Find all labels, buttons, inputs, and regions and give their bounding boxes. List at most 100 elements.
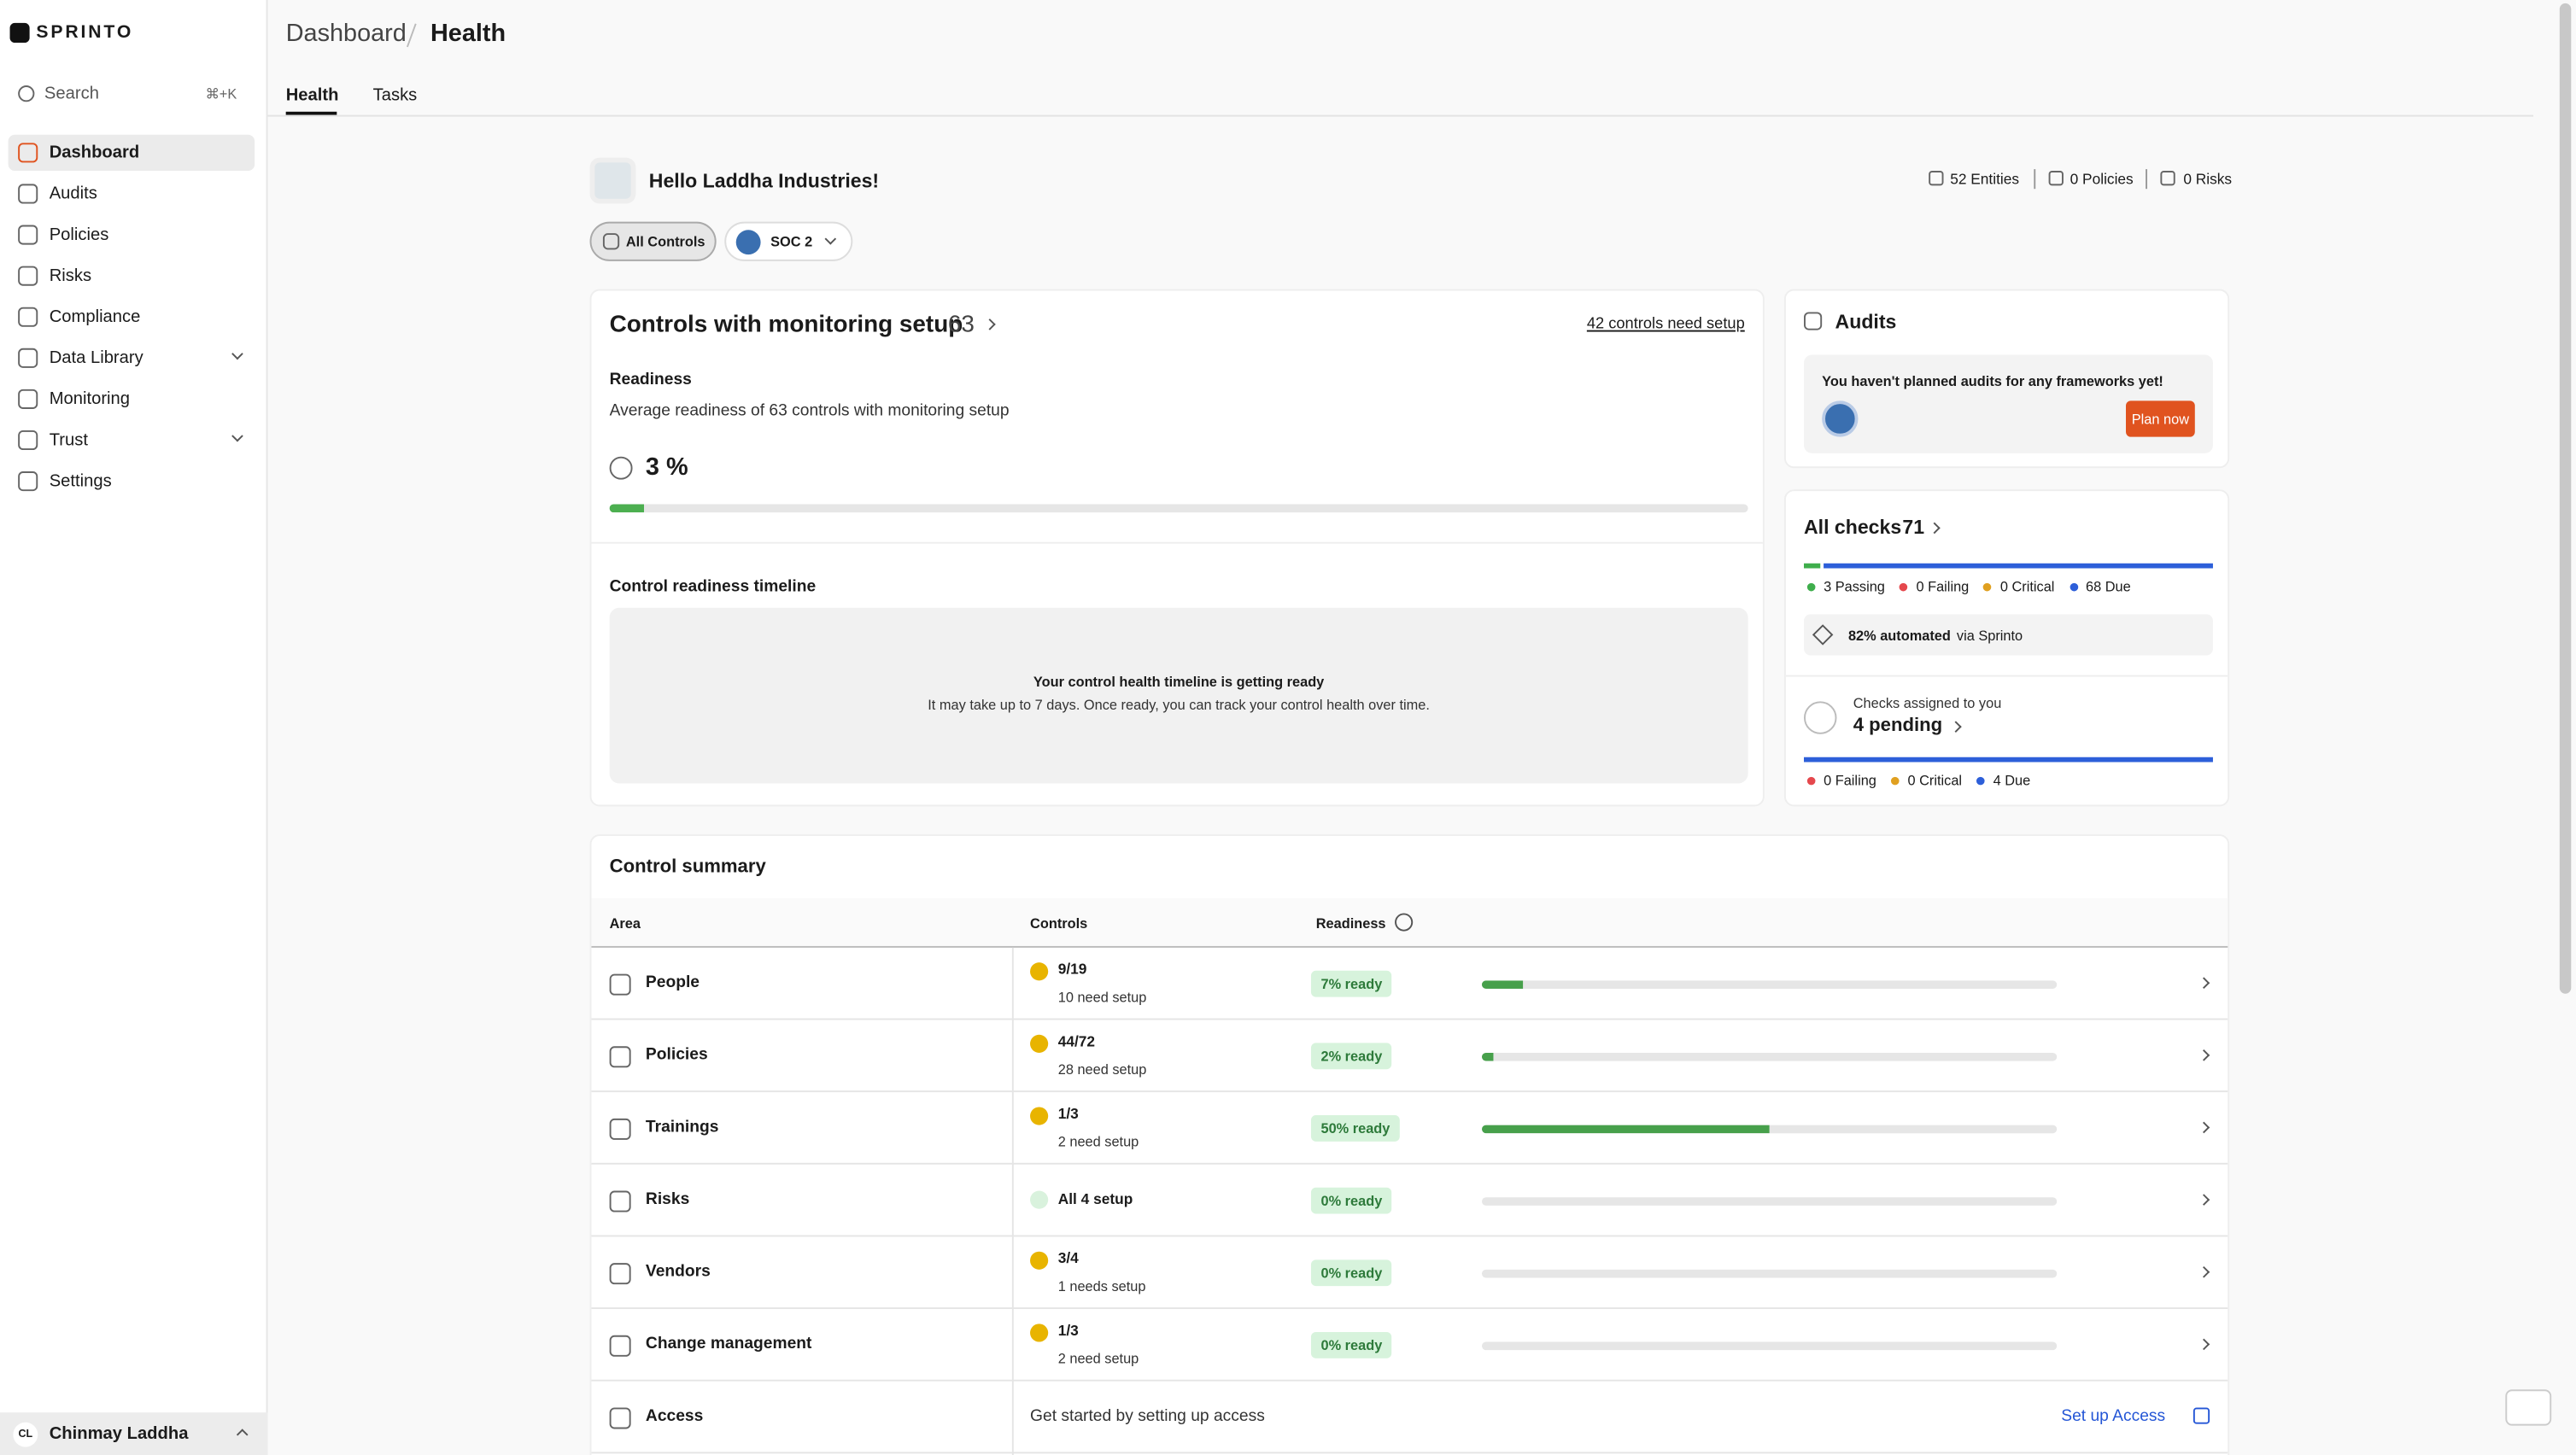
legend-dot — [1891, 776, 1900, 785]
table-row[interactable]: Policies 44/72 28 need setup 2% ready — [591, 1020, 2228, 1093]
table-row[interactable]: People 9/19 10 need setup 7% ready — [591, 948, 2228, 1020]
table-row[interactable]: Trainings 1/3 2 need setup 50% ready — [591, 1092, 2228, 1165]
setup-link[interactable]: 42 controls need setup — [1586, 315, 1745, 334]
icon — [609, 1263, 631, 1285]
timeline-box: Your control health timeline is getting … — [609, 607, 1748, 784]
audits-message: You haven't planned audits for any frame… — [1822, 372, 2163, 389]
controls-note: 28 need setup — [1057, 1061, 1147, 1078]
nav-label: Policies — [49, 225, 109, 245]
bar-segment — [1804, 757, 2213, 763]
table-row[interactable]: Risks All 4 setup 0% ready — [591, 1165, 2228, 1237]
feedback-button[interactable] — [2505, 1389, 2552, 1426]
controls: All 4 setup — [1057, 1190, 1133, 1207]
stat[interactable]: 52 Entities — [1950, 171, 2020, 188]
nav-item[interactable]: Audits — [9, 176, 255, 212]
nav-item[interactable]: Settings — [9, 463, 255, 499]
plan-button[interactable]: Plan now — [2126, 400, 2195, 437]
icon — [18, 429, 38, 451]
area-name: Risks — [645, 1190, 690, 1209]
nav-item[interactable]: Risks — [9, 258, 255, 294]
breadcrumb-current: Health — [430, 20, 506, 48]
column-header: Area — [609, 914, 641, 932]
filter-pill[interactable]: SOC 2 — [724, 221, 853, 261]
nav-label: Settings — [49, 471, 112, 492]
chevron — [2198, 1338, 2210, 1351]
filter-pill[interactable]: All Controls — [589, 221, 717, 261]
icon — [609, 1046, 631, 1068]
icon — [609, 1118, 631, 1140]
search[interactable]: Search — [44, 84, 99, 104]
card-title[interactable]: All checks — [1804, 515, 1902, 539]
nav-item[interactable]: Trust — [9, 422, 255, 458]
column-header: Readiness — [1315, 914, 1386, 932]
automated-suffix: via Sprinto — [1956, 627, 2023, 645]
legend-label: 3 Passing — [1824, 578, 1885, 595]
legend-label: 0 Critical — [1999, 578, 2055, 595]
readiness-pill: 2% ready — [1310, 1043, 1392, 1070]
assigned-pending[interactable]: 4 pending — [1853, 716, 1943, 736]
card-title[interactable]: Controls with monitoring setup — [609, 312, 963, 339]
tab[interactable]: Tasks — [372, 85, 418, 106]
status-icon — [1030, 1251, 1049, 1270]
progress-fill — [1481, 1052, 1494, 1061]
nav-item[interactable]: Dashboard — [8, 134, 255, 172]
nav-item[interactable]: Compliance — [9, 299, 255, 335]
readiness-title: Readiness — [609, 371, 692, 389]
info-icon — [1395, 913, 1414, 932]
column-divider — [1011, 947, 1014, 1455]
icon — [18, 471, 38, 492]
nav-item[interactable]: Monitoring — [9, 381, 255, 417]
icon — [18, 266, 38, 286]
stat[interactable]: 0 Policies — [2070, 171, 2134, 188]
legend-item: 0 Critical — [1983, 578, 2055, 595]
user-bar[interactable]: CL Chinmay Laddha — [0, 1412, 268, 1455]
nav-item[interactable]: Data Library — [9, 340, 255, 376]
legend-label: 0 Failing — [1824, 772, 1876, 789]
sidebar: SPRINTO Search ⌘+K Dashboard Audits Policies R… — [0, 0, 268, 1455]
chevron — [2198, 1121, 2210, 1134]
controls: 1/3 — [1057, 1105, 1079, 1122]
icon — [609, 456, 633, 480]
progress-fill — [1481, 980, 1523, 989]
breadcrumb[interactable]: Dashboard — [285, 20, 407, 48]
area-name: Trainings — [645, 1118, 719, 1137]
card-title: Control summary — [609, 857, 766, 878]
table-row[interactable]: Vendors 3/4 1 needs setup 0% ready — [591, 1236, 2228, 1310]
table-row[interactable]: Access Get started by setting up access Se… — [591, 1382, 2228, 1454]
nav-item[interactable]: Policies — [9, 217, 255, 253]
chevron — [231, 348, 243, 360]
legend-item: 68 Due — [2069, 578, 2131, 595]
nav-label: Dashboard — [49, 143, 140, 163]
control-count: 63 — [947, 312, 975, 339]
automated: 82% automated — [1847, 627, 1951, 645]
readiness-pill: 0% ready — [1310, 1331, 1392, 1359]
legend-item: 4 Due — [1976, 772, 2030, 789]
area-name: Policies — [645, 1046, 708, 1065]
table-row[interactable]: Change management 1/3 2 need setup 0% ready — [591, 1309, 2228, 1382]
progress-fill — [609, 504, 644, 513]
shortcut: ⌘+K — [205, 85, 237, 102]
controls: 1/3 — [1057, 1322, 1079, 1339]
icon — [2048, 171, 2064, 186]
org-avatar — [589, 157, 636, 204]
progress-track — [1481, 1341, 2058, 1351]
readiness-desc: Average readiness of 63 controls with mo… — [609, 402, 1010, 421]
divider — [1785, 675, 2228, 677]
chevron — [1929, 522, 1941, 535]
automation-box: 82% automated via Sprinto — [1804, 614, 2213, 656]
status-icon — [1030, 1324, 1049, 1342]
access-action[interactable]: Set up Access — [2061, 1407, 2166, 1426]
filter-label: SOC 2 — [770, 233, 813, 250]
area-name: Access — [645, 1407, 704, 1426]
legend: 3 Passing 0 Failing 0 Critical 68 Due — [1806, 578, 2131, 595]
icon — [18, 184, 38, 204]
stat[interactable]: 0 Risks — [2183, 171, 2233, 188]
legend-dot — [1900, 582, 1908, 591]
tab[interactable]: Health — [285, 85, 339, 106]
chevron — [2198, 1265, 2210, 1278]
brand: SPRINTO — [36, 22, 134, 44]
stacked-bar — [1804, 563, 2213, 569]
status-icon — [1030, 1107, 1049, 1125]
user-name: Chinmay Laddha — [49, 1423, 189, 1444]
